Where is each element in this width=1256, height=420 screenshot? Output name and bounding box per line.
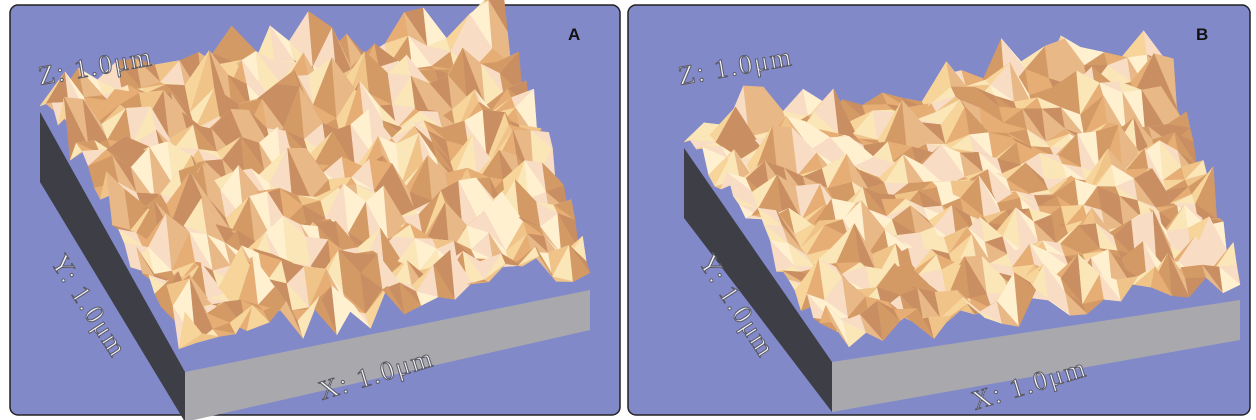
- figure: A Z: 1.0μm Y: 1.0μm X: 1.0μm B Z: 1.0μm …: [0, 0, 1256, 420]
- panel: A Z: 1.0μm Y: 1.0μm X: 1.0μm: [10, 0, 620, 420]
- panel-label: B: [1196, 25, 1208, 44]
- panel: B Z: 1.0μm Y: 1.0μm X: 1.0μm: [628, 5, 1250, 416]
- panel-label: A: [568, 25, 580, 44]
